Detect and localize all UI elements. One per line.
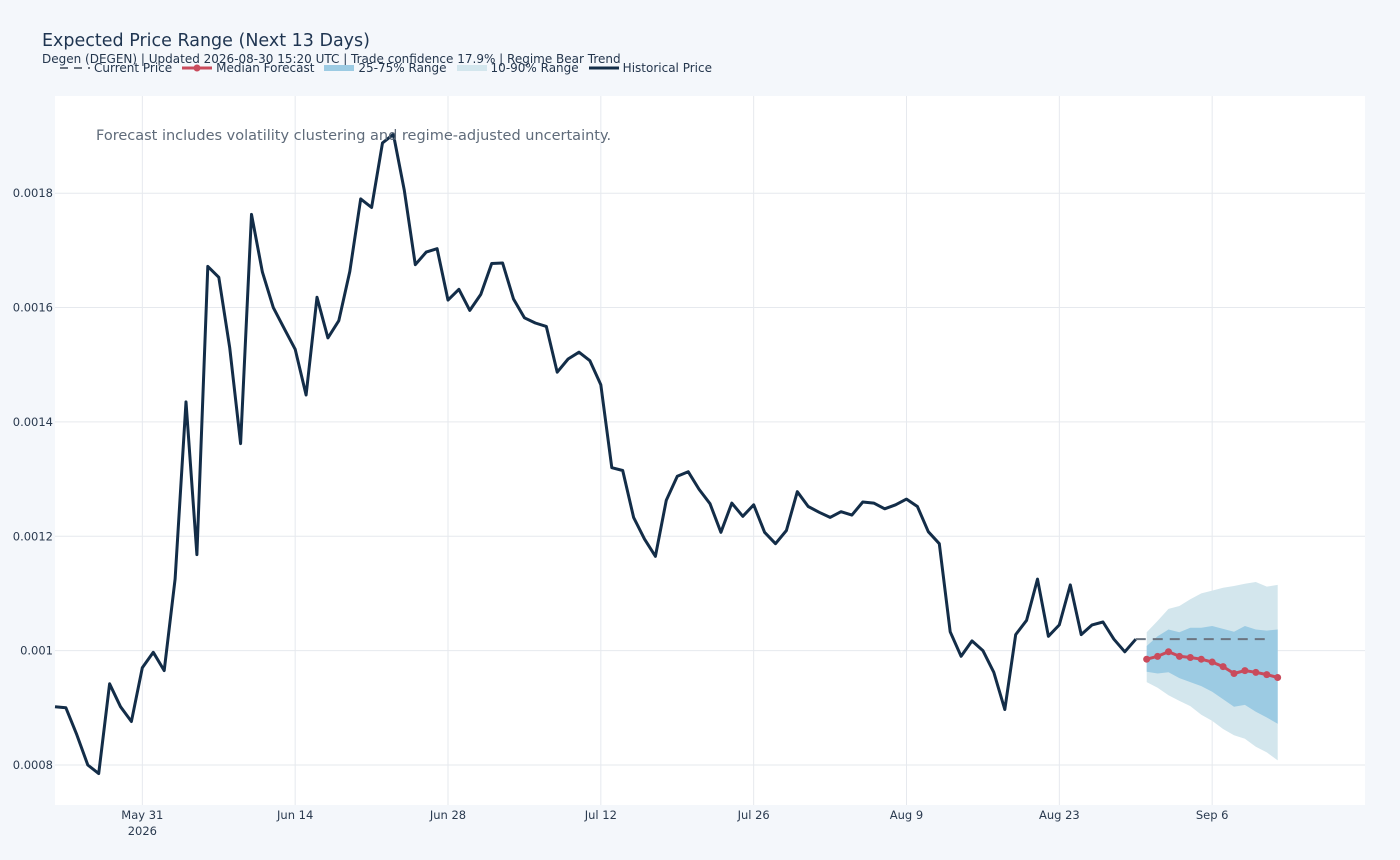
x-tick-label: Jul 12 (584, 808, 617, 822)
x-tick-label: May 31 (121, 808, 163, 822)
x-tick-label: Aug 23 (1039, 808, 1080, 822)
x-tick-label: Aug 9 (890, 808, 923, 822)
x-tick-label: Jun 28 (429, 808, 466, 822)
range-10-90-swatch-icon (456, 65, 487, 71)
legend-item-range-10-90[interactable]: 10-90% Range (456, 61, 579, 75)
y-tick-label: 0.0012 (13, 529, 53, 543)
historical-price-line (54, 132, 1137, 776)
median-forecast-swatch-icon (182, 64, 213, 72)
legend-label-current-price: Current Price (94, 61, 173, 75)
legend-item-range-25-75[interactable]: 25-75% Range (324, 61, 447, 75)
median-forecast-point (1165, 648, 1172, 656)
median-forecast-point (1219, 663, 1227, 671)
historical-layer (54, 132, 1137, 776)
y-tick-label: 0.001 (20, 644, 53, 658)
legend-item-current-price[interactable]: Current Price (60, 61, 172, 75)
x-tick-label: Jul 26 (737, 808, 770, 822)
x-axis: May 31 2026 Jun 14 Jun 28 Jul 12 Jul 26 Aug 9 A… (121, 808, 1228, 838)
median-forecast-point (1263, 671, 1271, 679)
median-forecast-point (1143, 655, 1151, 663)
band-25-75-layer (1146, 626, 1278, 724)
median-forecast-point (1186, 653, 1194, 661)
y-tick-label: 0.0008 (13, 758, 53, 772)
legend-label-range-10-90: 10-90% Range (490, 61, 579, 75)
legend-label-median-forecast: Median Forecast (216, 61, 315, 75)
plot-area (55, 96, 1365, 805)
y-tick-label: 0.0014 (13, 415, 53, 429)
median-forecast-point (1241, 667, 1249, 675)
y-tick-label: 0.0016 (13, 301, 53, 315)
band-25-75 (1146, 626, 1278, 724)
x-tick-label: Jun 14 (276, 808, 313, 822)
legend-item-median-forecast[interactable]: Median Forecast (182, 61, 314, 75)
chart-title: Expected Price Range (Next 13 Days) (42, 31, 370, 51)
median-forecast-point (1274, 673, 1282, 681)
median-layer (1143, 648, 1282, 681)
current-price-swatch-icon (60, 67, 90, 69)
x-tick-label: Sep 6 (1196, 808, 1229, 822)
median-forecast-point (1175, 652, 1183, 660)
x-tick-sublabel: 2026 (128, 824, 157, 838)
chart-subtitle: Degen (DEGEN) | Updated 2026-08-30 15:20… (42, 52, 621, 66)
median-forecast-point (1208, 658, 1216, 666)
y-tick-label: 0.0018 (13, 186, 53, 200)
legend-label-historical-price: Historical Price (622, 61, 712, 75)
historical-price-swatch-icon (588, 66, 619, 70)
legend-item-historical-price[interactable]: Historical Price (588, 61, 712, 75)
chart-annotation: Forecast includes volatility clustering … (96, 128, 611, 144)
range-25-75-swatch-icon (324, 65, 355, 71)
median-forecast-point (1197, 655, 1205, 663)
median-forecast-point (1230, 669, 1238, 677)
median-forecast-point (1154, 652, 1162, 660)
median-forecast-point (1252, 668, 1260, 676)
legend-label-range-25-75: 25-75% Range (358, 61, 447, 75)
y-axis: 0.0008 0.001 0.0012 0.0014 0.0016 0.0018 (13, 186, 53, 772)
legend: Current Price Median Forecast 25-75% Ran… (60, 60, 722, 76)
